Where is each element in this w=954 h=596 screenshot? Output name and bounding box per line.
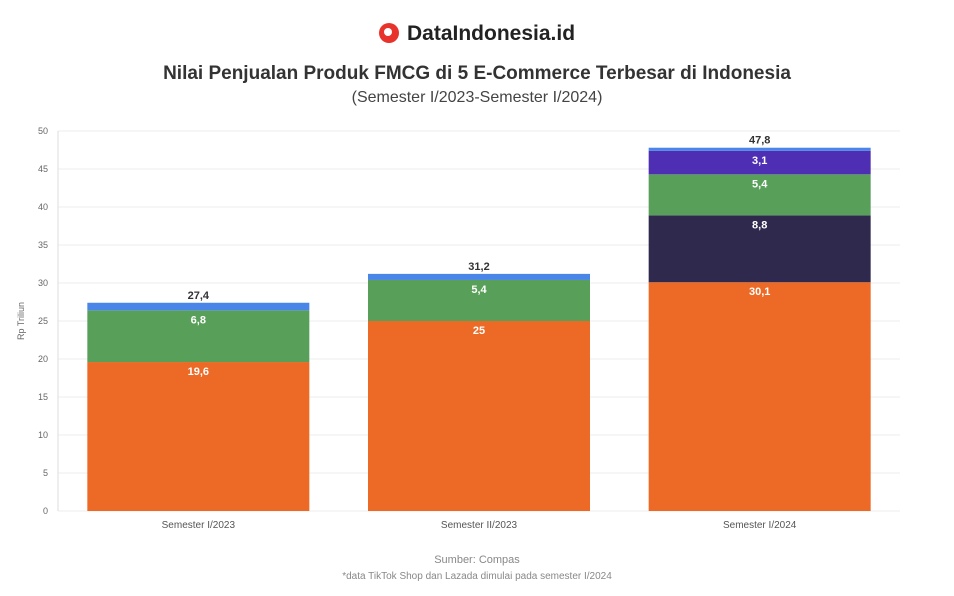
bar-segment: [648, 282, 871, 511]
data-label: 8,8: [752, 219, 767, 231]
y-tick-label: 0: [43, 506, 48, 516]
y-tick-label: 25: [38, 316, 48, 326]
data-label: 30,1: [749, 286, 770, 298]
bar-segment: [87, 310, 310, 363]
y-tick-label: 40: [38, 202, 48, 212]
total-label: 31,2: [468, 261, 489, 273]
data-label: 25: [473, 325, 485, 337]
x-tick-label: Semester I/2023: [162, 520, 236, 531]
chart-title: Nilai Penjualan Produk FMCG di 5 E-Comme…: [163, 63, 791, 84]
y-tick-label: 10: [38, 430, 48, 440]
bar-segment: [648, 150, 871, 175]
total-label: 47,8: [749, 135, 770, 147]
x-tick-label: Semester I/2024: [723, 520, 797, 531]
x-tick-label: Semester II/2023: [441, 520, 518, 531]
total-label: 27,4: [188, 290, 210, 302]
logo-icon: [378, 23, 399, 43]
y-tick-label: 30: [38, 278, 48, 288]
y-tick-label: 45: [38, 164, 48, 174]
data-label: 5,4: [471, 284, 487, 296]
bar-segment: [648, 174, 871, 216]
brand-name: DataIndonesia.id: [406, 22, 576, 45]
y-tick-label: 15: [38, 392, 48, 402]
footnote: *data TikTok Shop dan Lazada dimulai pad…: [342, 571, 612, 582]
brand-logo: DataIndonesia.id: [0, 22, 954, 46]
y-axis-label: Rp Triliun: [16, 302, 26, 340]
bar-segment: [87, 362, 310, 511]
bar-segment: [648, 215, 871, 283]
data-label: 6,8: [191, 314, 206, 326]
bar-segment: [368, 279, 590, 321]
y-tick-label: 35: [38, 240, 48, 250]
bar-segment: [648, 147, 871, 151]
data-label: 3,1: [752, 155, 767, 167]
bar-segment: [368, 273, 590, 280]
y-tick-label: 50: [38, 126, 48, 136]
data-label: 5,4: [752, 178, 768, 190]
bar-segment: [368, 321, 590, 511]
y-tick-label: 5: [43, 468, 48, 478]
y-tick-label: 20: [38, 354, 48, 364]
data-label: 19,6: [188, 366, 209, 378]
chart-subtitle: (Semester I/2023-Semester I/2024): [351, 89, 603, 106]
bar-segment: [87, 302, 310, 311]
source-note: Sumber: Compas: [434, 554, 520, 566]
